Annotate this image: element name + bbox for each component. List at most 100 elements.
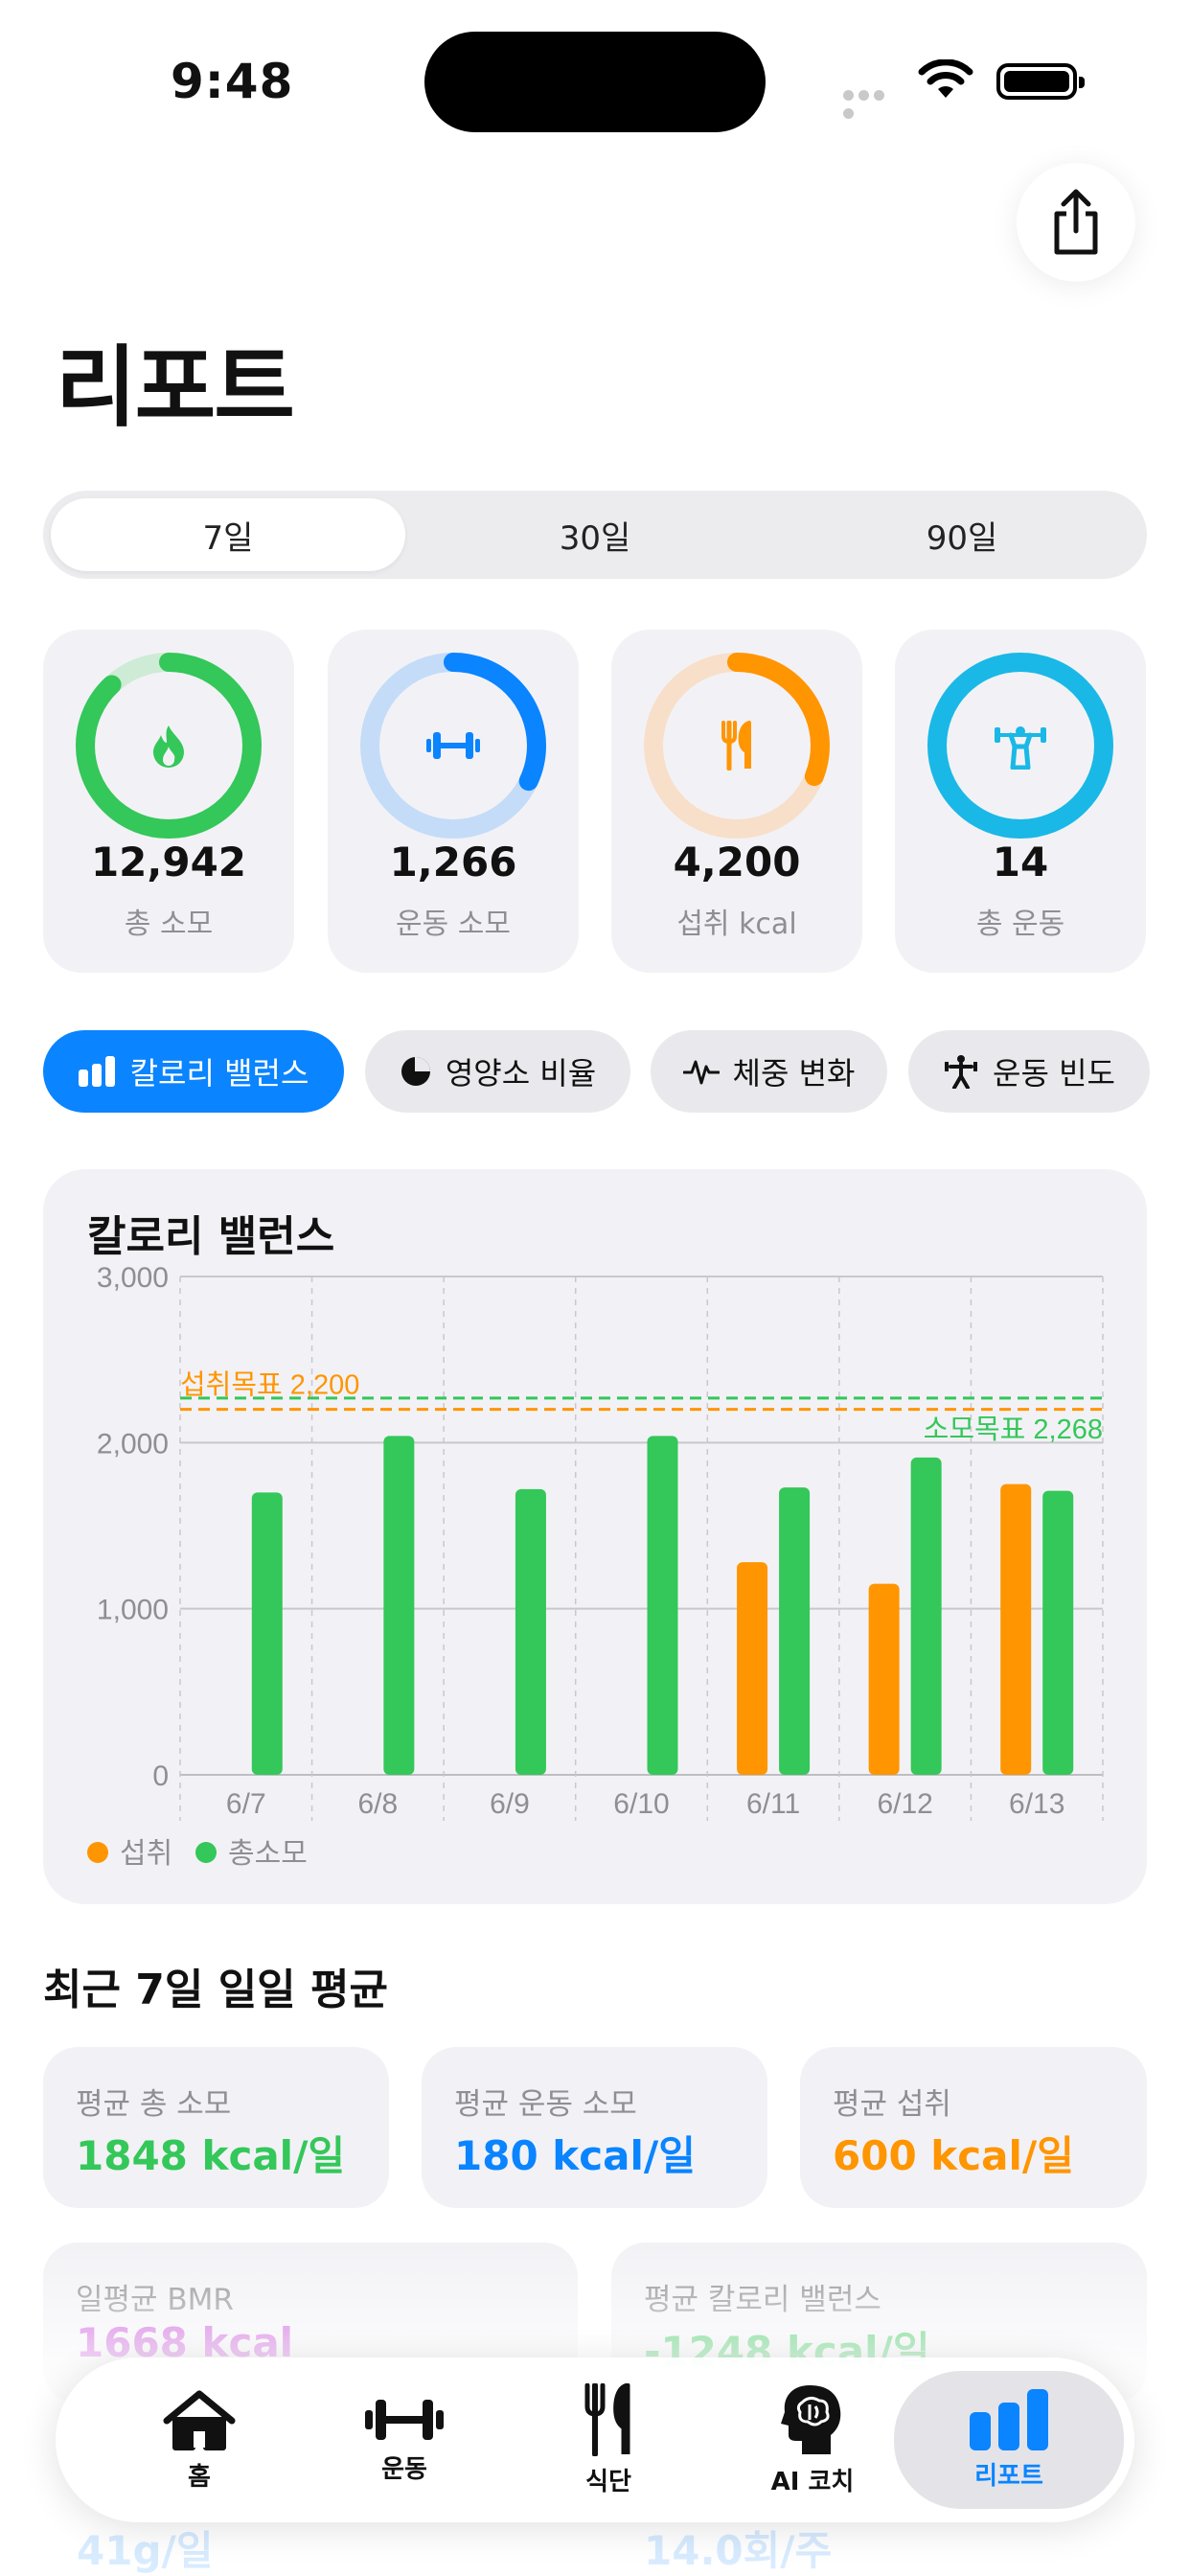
- bar-total-burn: [779, 1487, 811, 1775]
- tab-home[interactable]: 홈: [96, 2358, 303, 2522]
- bar-total-burn: [1042, 1490, 1074, 1775]
- stat-label: 평균 칼로리 밸런스: [644, 2283, 881, 2317]
- x-tick-label: 6/11: [746, 1788, 800, 1820]
- summary-label: 총 소모: [124, 908, 214, 941]
- tab-ai-coach[interactable]: AI 코치: [709, 2358, 916, 2522]
- summary-value: 4,200: [673, 839, 801, 886]
- tab-label: AI 코치: [770, 2467, 855, 2496]
- figure-icon: [943, 1054, 979, 1089]
- legend-intake-label: 섭취: [120, 1838, 172, 1870]
- x-tick-label: 6/9: [490, 1788, 530, 1820]
- y-tick-label: 3,000: [97, 1262, 169, 1294]
- flame-icon: [138, 715, 199, 776]
- tab-label: 식단: [585, 2467, 631, 2496]
- bar-chart-icon: [78, 1056, 117, 1087]
- chip-label: 칼로리 밸런스: [129, 1055, 309, 1092]
- chip-weight-change[interactable]: 체중 변화: [651, 1030, 887, 1113]
- cellular-signal-icon: [843, 86, 901, 119]
- share-button[interactable]: [1017, 163, 1135, 282]
- stat-label: 평균 총 소모: [76, 2087, 232, 2122]
- period-segmented-control: 7일 30일 90일: [43, 491, 1147, 579]
- calorie-balance-chart-card: 칼로리 밸런스 3,000 2,000 1,000 0 6/7 6/8 6/9 6/10 6/1…: [43, 1169, 1147, 1904]
- period-tab-30d[interactable]: 30일: [559, 518, 631, 558]
- legend-intake-dot: [87, 1842, 108, 1863]
- stat-label: 평균 운동 소모: [454, 2087, 637, 2122]
- stat-value: 600 kcal/일: [833, 2132, 1074, 2179]
- brain-head-icon: [781, 2384, 841, 2454]
- y-tick-label: 1,000: [97, 1595, 169, 1626]
- avg-workout-frequency-value: 14.0회/주: [644, 2527, 833, 2574]
- bar-total-burn: [515, 1488, 546, 1775]
- wifi-icon: [918, 59, 973, 98]
- progress-ring: [360, 653, 546, 839]
- summary-value: 14: [992, 839, 1049, 886]
- bar-chart-icon: [970, 2388, 1048, 2450]
- period-tab-7d[interactable]: 7일: [51, 498, 405, 571]
- bar-intake: [737, 1562, 768, 1775]
- y-tick-label: 0: [152, 1760, 169, 1792]
- x-tick-label: 6/10: [613, 1788, 669, 1820]
- bar-total-burn: [910, 1457, 942, 1775]
- page-title: 리포트: [56, 336, 295, 439]
- tab-label: 리포트: [974, 2461, 1043, 2491]
- dumbbell-icon: [423, 715, 484, 776]
- stat-value: 1848 kcal/일: [76, 2132, 346, 2179]
- status-time: 9:48: [171, 54, 294, 109]
- share-icon: [1054, 189, 1098, 255]
- avg-total-burn-card: 평균 총 소모 1848 kcal/일: [43, 2047, 389, 2208]
- calorie-balance-chart: 3,000 2,000 1,000 0 6/7 6/8 6/9 6/10 6/11 6/12 6/1…: [87, 1262, 1104, 1870]
- progress-ring: [76, 653, 262, 839]
- bar-total-burn: [647, 1436, 678, 1775]
- fork-knife-icon: [584, 2382, 630, 2456]
- progress-ring: [927, 653, 1113, 839]
- tab-workout[interactable]: 운동: [301, 2358, 508, 2522]
- tab-diet[interactable]: 식단: [505, 2358, 712, 2522]
- summary-card-3: 14 총 운동: [895, 630, 1146, 973]
- summary-label: 섭취 kcal: [676, 908, 797, 941]
- chip-label: 운동 빈도: [993, 1055, 1115, 1092]
- summary-value: 12,942: [90, 839, 247, 886]
- summary-label: 총 운동: [975, 908, 1065, 941]
- bar-total-burn: [383, 1436, 415, 1775]
- summary-label: 운동 소모: [396, 908, 511, 941]
- dynamic-island: [424, 32, 766, 132]
- summary-card-2: 4,200 섭취 kcal: [611, 630, 862, 973]
- chart-title: 칼로리 밸런스: [87, 1212, 335, 1261]
- x-tick-label: 6/13: [1009, 1788, 1064, 1820]
- intake-goal-label: 섭취목표 2,200: [180, 1370, 359, 1401]
- pulse-icon: [682, 1057, 720, 1086]
- weightlifter-icon: [990, 715, 1051, 776]
- avg-protein-value: 41g/일: [77, 2527, 214, 2574]
- pie-chart-icon: [400, 1055, 432, 1088]
- chip-workout-frequency[interactable]: 운동 빈도: [908, 1030, 1150, 1113]
- battery-icon: [996, 63, 1085, 100]
- legend-burn-label: 총소모: [228, 1838, 308, 1870]
- x-tick-label: 6/7: [226, 1788, 266, 1820]
- tab-bar: 홈 운동 식단 AI 코치 리포트: [56, 2358, 1134, 2522]
- x-tick-label: 6/8: [357, 1788, 398, 1820]
- dumbbell-icon: [365, 2399, 444, 2440]
- summary-value: 1,266: [389, 839, 517, 886]
- stat-label: 평균 섭취: [833, 2087, 951, 2122]
- chip-calorie-balance[interactable]: 칼로리 밸런스: [43, 1030, 344, 1113]
- tab-label: 운동: [381, 2454, 427, 2484]
- bar-total-burn: [251, 1492, 283, 1775]
- stat-value: 180 kcal/일: [454, 2132, 696, 2179]
- tab-label: 홈: [188, 2462, 211, 2492]
- summary-card-1: 1,266 운동 소모: [328, 630, 579, 973]
- chip-label: 체중 변화: [732, 1055, 856, 1092]
- stat-label: 일평균 BMR: [76, 2283, 234, 2317]
- house-icon: [163, 2390, 236, 2450]
- status-bar: 9:48: [0, 0, 1190, 163]
- averages-section-title: 최근 7일 일일 평균: [43, 1966, 388, 2014]
- avg-exercise-burn-card: 평균 운동 소모 180 kcal/일: [422, 2047, 767, 2208]
- summary-card-0: 12,942 총 소모: [43, 630, 294, 973]
- tab-report[interactable]: 리포트: [894, 2371, 1124, 2509]
- legend-burn-dot: [195, 1842, 217, 1863]
- progress-ring: [644, 653, 830, 839]
- chip-label: 영양소 비율: [445, 1055, 597, 1092]
- bar-intake: [868, 1583, 900, 1775]
- period-tab-90d[interactable]: 90일: [926, 518, 998, 558]
- bar-intake: [1000, 1484, 1032, 1775]
- chip-nutrient-ratio[interactable]: 영양소 비율: [365, 1030, 630, 1113]
